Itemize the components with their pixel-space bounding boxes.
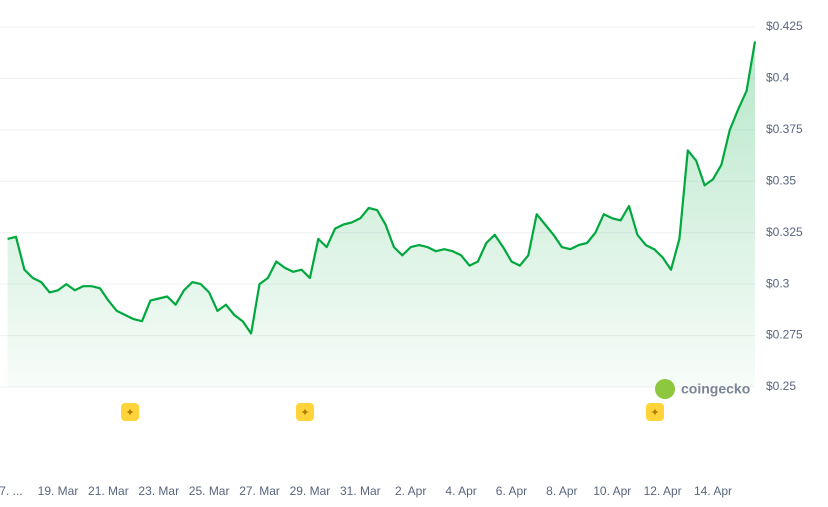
price-line	[7, 41, 757, 335]
x-tick-label: 25. Mar	[189, 484, 230, 498]
area	[7, 41, 756, 388]
plot: $0.25 $0.275 $0.3 $0.325 $0.35 $0.375 $0.4 $0.4…	[0, 19, 803, 498]
y-tick-label: $0.35	[766, 173, 796, 187]
event-marker[interactable]	[296, 403, 314, 421]
x-tick-label: 19. Mar	[38, 484, 79, 498]
y-tick-label: $0.4	[766, 71, 790, 85]
x-tick-label: 29. Mar	[290, 484, 331, 498]
x-tick-label: 12. Apr	[644, 484, 682, 498]
y-tick-label: $0.425	[766, 19, 803, 33]
x-tick-label: 17. ...	[0, 484, 23, 498]
y-tick-label: $0.275	[766, 328, 803, 342]
event-icon: ✦	[300, 407, 309, 419]
watermark: coingecko	[655, 379, 750, 399]
x-tick-label: 10. Apr	[593, 484, 631, 498]
event-marker[interactable]	[121, 403, 139, 421]
event-icon: ✦	[125, 407, 134, 419]
event-markers: ✦ ✦ ✦	[121, 403, 664, 421]
y-tick-label: $0.325	[766, 225, 803, 239]
event-marker[interactable]	[646, 403, 664, 421]
event-icon: ✦	[650, 407, 659, 419]
x-tick-label: 23. Mar	[138, 484, 179, 498]
x-tick-label: 31. Mar	[340, 484, 381, 498]
y-tick-label: $0.3	[766, 276, 790, 290]
x-tick-label: 8. Apr	[546, 484, 577, 498]
y-tick-label: $0.375	[766, 122, 803, 136]
x-tick-label: 2. Apr	[395, 484, 426, 498]
watermark-logo	[655, 379, 675, 399]
x-tick-label: 4. Apr	[445, 484, 476, 498]
x-tick-label: 27. Mar	[239, 484, 280, 498]
x-tick-label: 6. Apr	[496, 484, 527, 498]
watermark-text: coingecko	[681, 381, 750, 397]
x-tick-label: 21. Mar	[88, 484, 129, 498]
x-tick-label: 14. Apr	[694, 484, 732, 498]
y-tick-label: $0.25	[766, 379, 796, 393]
